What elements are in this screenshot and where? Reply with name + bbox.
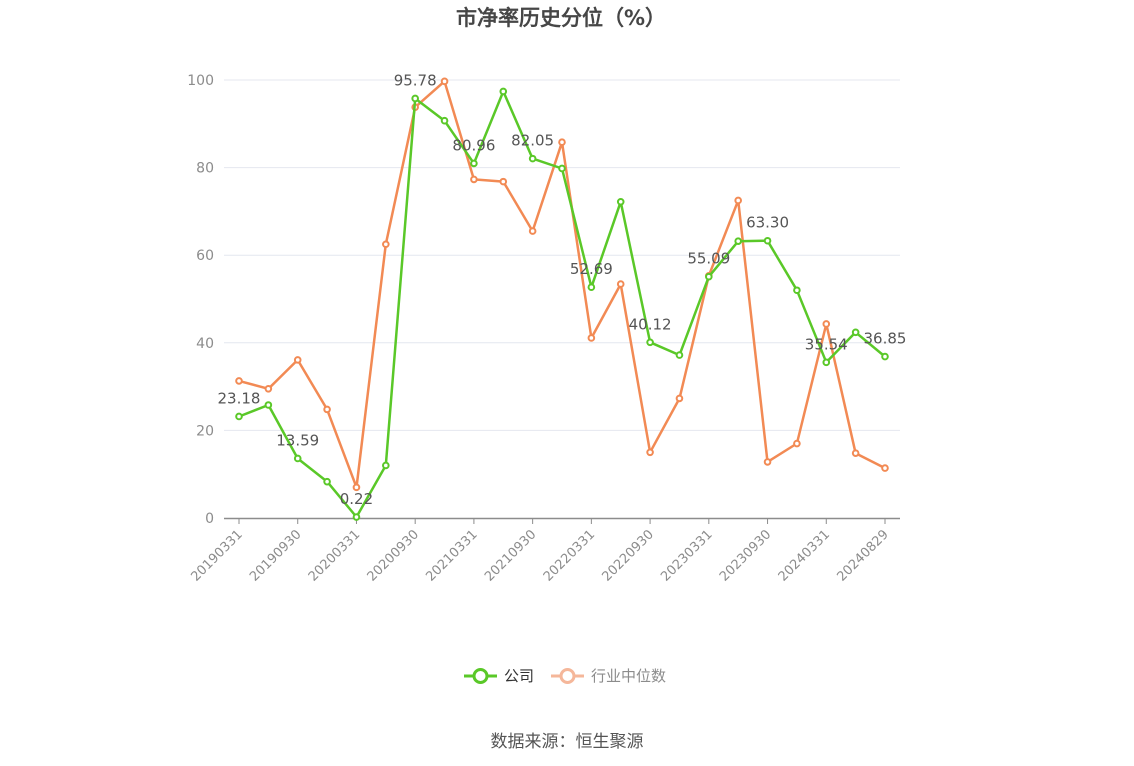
data-label: 23.18 bbox=[218, 389, 261, 407]
data-point bbox=[499, 177, 508, 186]
data-point bbox=[646, 338, 654, 347]
data-point bbox=[293, 356, 302, 364]
x-tick-label: 20230331 bbox=[658, 527, 715, 584]
data-point bbox=[528, 227, 537, 235]
data-point bbox=[293, 454, 302, 463]
y-tick-label: 100 bbox=[187, 73, 214, 89]
data-label: 52.69 bbox=[570, 260, 613, 278]
data-point bbox=[851, 328, 860, 337]
legend-industry-label: 行业中位数 bbox=[591, 667, 666, 685]
data-label: 80.96 bbox=[452, 136, 495, 154]
y-tick-label: 20 bbox=[196, 423, 214, 439]
data-label: 55.09 bbox=[687, 250, 730, 268]
y-tick-label: 0 bbox=[205, 511, 214, 527]
data-point bbox=[646, 448, 654, 457]
legend-item-company[interactable]: 公司 bbox=[464, 667, 534, 685]
legend-company-marker bbox=[472, 668, 489, 684]
x-tick-label: 20220331 bbox=[541, 527, 598, 584]
data-point bbox=[675, 351, 684, 359]
data-point bbox=[851, 449, 860, 457]
data-point bbox=[499, 87, 508, 96]
y-tick-label: 60 bbox=[196, 248, 214, 264]
data-label: 63.30 bbox=[746, 214, 789, 232]
data-point bbox=[352, 513, 361, 521]
data-point bbox=[382, 461, 390, 470]
data-point bbox=[763, 236, 772, 245]
data-point bbox=[587, 334, 596, 342]
data-point bbox=[734, 237, 742, 245]
x-tick-label: 20240331 bbox=[776, 527, 833, 584]
data-point bbox=[470, 159, 478, 168]
data-point bbox=[793, 439, 801, 448]
chart-title: 市净率历史分位（%） bbox=[456, 6, 666, 30]
data-label: 0.22 bbox=[340, 490, 373, 508]
x-axis: 20190331 20190930 20200331 20200930 20210331… bbox=[188, 517, 900, 585]
x-tick-label: 20220930 bbox=[600, 527, 657, 584]
data-label: 82.05 bbox=[511, 132, 554, 150]
data-labels: 23.18 13.59 0.22 95.78 80.96 82.05 52.69 40.12 5… bbox=[218, 71, 907, 508]
data-point bbox=[470, 175, 478, 184]
data-point bbox=[558, 138, 566, 146]
data-point bbox=[675, 394, 684, 403]
x-tick-label: 20200331 bbox=[306, 527, 363, 584]
data-label: 36.85 bbox=[864, 330, 907, 348]
x-tick-label: 20230930 bbox=[717, 527, 774, 584]
data-point bbox=[235, 377, 243, 385]
data-label: 40.12 bbox=[629, 315, 672, 333]
x-tick-label: 20210930 bbox=[482, 527, 539, 584]
x-tick-label: 20190331 bbox=[188, 527, 245, 584]
legend-company-label: 公司 bbox=[504, 667, 534, 685]
data-point bbox=[528, 154, 537, 163]
legend-industry-marker bbox=[559, 668, 576, 684]
x-tick-label: 20190930 bbox=[247, 527, 304, 584]
data-point bbox=[734, 196, 742, 205]
legend-item-industry[interactable]: 行业中位数 bbox=[551, 667, 666, 685]
data-point bbox=[763, 458, 772, 466]
y-tick-label: 40 bbox=[196, 336, 214, 352]
data-point bbox=[881, 352, 889, 361]
data-point bbox=[587, 283, 596, 292]
y-axis: 0 20 40 60 80 100 bbox=[187, 73, 214, 527]
data-point bbox=[382, 240, 390, 249]
legend: 公司 行业中位数 bbox=[464, 667, 666, 685]
data-label: 13.59 bbox=[276, 431, 319, 449]
data-point bbox=[440, 77, 449, 86]
data-point bbox=[264, 384, 273, 393]
data-label: 35.54 bbox=[805, 335, 848, 353]
data-label: 95.78 bbox=[394, 71, 437, 89]
data-point bbox=[705, 272, 713, 281]
source-text: 数据来源：恒生聚源 bbox=[491, 732, 644, 752]
data-point bbox=[822, 358, 831, 367]
series-line-company bbox=[238, 90, 886, 519]
data-point bbox=[616, 280, 625, 288]
x-tick-label: 20200930 bbox=[365, 527, 422, 584]
x-tick-label: 20210331 bbox=[423, 527, 480, 584]
data-point bbox=[440, 116, 449, 125]
data-point bbox=[793, 286, 801, 295]
data-point bbox=[352, 483, 361, 492]
data-point bbox=[235, 412, 243, 421]
data-point bbox=[616, 197, 625, 206]
grid-lines bbox=[224, 79, 900, 431]
data-point bbox=[558, 164, 566, 173]
data-point bbox=[323, 477, 331, 486]
x-tick-label: 20240829 bbox=[834, 527, 891, 584]
data-point bbox=[323, 405, 331, 414]
data-point bbox=[411, 94, 419, 103]
data-point bbox=[881, 464, 889, 472]
data-point bbox=[822, 320, 831, 328]
y-tick-label: 80 bbox=[196, 161, 214, 177]
series-lines bbox=[235, 77, 889, 521]
data-point bbox=[264, 401, 273, 409]
